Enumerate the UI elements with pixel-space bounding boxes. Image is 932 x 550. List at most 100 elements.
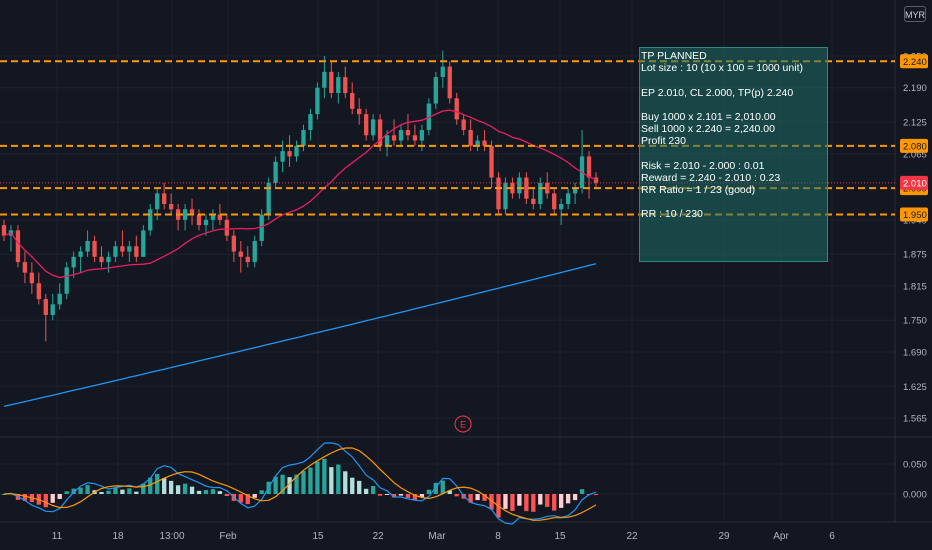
candle-28[interactable] [196, 214, 202, 226]
candle-70[interactable] [489, 145, 494, 178]
candle-33[interactable] [231, 235, 236, 252]
candle-72[interactable] [503, 182, 508, 210]
candle-37[interactable] [259, 214, 264, 241]
candle-23[interactable] [162, 193, 167, 204]
candle-82[interactable] [572, 188, 578, 194]
candle-22[interactable] [155, 193, 160, 210]
candle-42[interactable] [294, 145, 299, 157]
candle-57[interactable] [398, 129, 404, 141]
candle-68[interactable] [475, 140, 480, 146]
candle-7[interactable] [50, 304, 55, 315]
macd-bar-54 [377, 494, 383, 496]
level-tag-1 [900, 138, 928, 153]
macd-bar-18 [127, 488, 132, 494]
candle-62[interactable] [433, 77, 438, 104]
candle-71[interactable] [496, 177, 501, 210]
candle-46[interactable] [322, 71, 327, 88]
trade-plan-line-9: Risk = 2.010 - 2.000 : 0.01 [641, 159, 765, 172]
x-tick-7: 8 [495, 531, 501, 542]
candle-35[interactable] [245, 256, 250, 263]
candle-58[interactable] [405, 129, 411, 136]
candle-61[interactable] [426, 103, 432, 130]
candle-75[interactable] [524, 177, 529, 199]
candle-18[interactable] [127, 246, 132, 252]
candle-32[interactable] [224, 219, 230, 236]
candle-3[interactable] [22, 262, 28, 273]
candle-39[interactable] [273, 161, 278, 183]
candle-19[interactable] [134, 246, 139, 257]
macd-bar-43 [301, 470, 306, 494]
candle-24[interactable] [168, 203, 174, 210]
candle-67[interactable] [468, 129, 473, 146]
candle-0[interactable] [1, 225, 7, 236]
macd-bar-48 [336, 464, 341, 494]
candle-63[interactable] [440, 66, 445, 78]
candle-16[interactable] [113, 246, 118, 257]
candle-64[interactable] [447, 66, 452, 99]
candle-60[interactable] [419, 129, 425, 141]
candle-38[interactable] [266, 182, 271, 215]
candle-36[interactable] [252, 240, 257, 263]
candle-12[interactable] [85, 240, 90, 252]
candle-49[interactable] [343, 77, 348, 93]
candle-56[interactable] [391, 135, 397, 141]
candle-53[interactable] [370, 119, 376, 136]
candle-5[interactable] [36, 283, 41, 300]
candle-65[interactable] [454, 98, 459, 120]
candle-9[interactable] [64, 267, 69, 294]
candle-78[interactable] [545, 182, 550, 194]
candle-54[interactable] [377, 119, 383, 146]
event-marker[interactable] [454, 415, 472, 433]
trade-plan-box[interactable]: TP PLANNED Lot size : 10 (10 x 100 = 1000… [639, 47, 828, 262]
candle-50[interactable] [350, 92, 355, 109]
candle-47[interactable] [329, 71, 334, 93]
candle-26[interactable] [182, 209, 188, 220]
candle-2[interactable] [15, 230, 21, 263]
candle-11[interactable] [78, 251, 83, 257]
candle-76[interactable] [531, 198, 536, 204]
candle-80[interactable] [559, 203, 564, 210]
candle-8[interactable] [57, 293, 62, 305]
candle-21[interactable] [148, 209, 153, 231]
candle-4[interactable] [29, 272, 35, 284]
candle-43[interactable] [301, 129, 306, 146]
candle-29[interactable] [203, 219, 209, 226]
candle-10[interactable] [71, 256, 76, 268]
y-tick-9: 1.625 [903, 382, 927, 393]
candle-31[interactable] [217, 214, 223, 220]
candle-59[interactable] [412, 135, 418, 141]
macd-bar-19 [134, 491, 139, 494]
trade-plan-line-1: Lot size : 10 (10 x 100 = 1000 unit) [641, 62, 803, 75]
candle-52[interactable] [364, 114, 369, 136]
candle-55[interactable] [384, 135, 390, 146]
candle-69[interactable] [482, 140, 487, 146]
candle-34[interactable] [238, 251, 243, 257]
candle-41[interactable] [287, 151, 292, 157]
candle-45[interactable] [315, 87, 320, 115]
candle-6[interactable] [43, 299, 48, 315]
candle-48[interactable] [336, 77, 341, 93]
candle-79[interactable] [552, 193, 557, 210]
macd-bar-39 [273, 476, 278, 494]
candle-14[interactable] [99, 256, 104, 263]
candle-77[interactable] [538, 182, 543, 204]
candle-15[interactable] [106, 256, 111, 263]
currency-label[interactable]: MYR [904, 6, 926, 22]
candle-81[interactable] [565, 193, 571, 204]
level-tag-label-0: 2.240 [903, 57, 927, 68]
candle-84[interactable] [586, 156, 592, 178]
macd-bar-82 [572, 494, 578, 501]
candle-44[interactable] [308, 114, 313, 130]
candle-17[interactable] [120, 246, 125, 252]
candle-66[interactable] [461, 119, 466, 130]
candle-85[interactable] [593, 177, 599, 183]
candle-51[interactable] [357, 108, 362, 115]
candle-74[interactable] [517, 177, 522, 194]
candle-20[interactable] [141, 230, 146, 257]
candle-40[interactable] [280, 151, 285, 162]
trade-plan-line-6: Sell 1000 x 2.240 = 2,240.00 [641, 123, 775, 136]
candle-13[interactable] [92, 240, 97, 257]
candle-30[interactable] [210, 214, 216, 220]
macd-bar-52 [364, 488, 369, 494]
candle-27[interactable] [189, 209, 195, 215]
